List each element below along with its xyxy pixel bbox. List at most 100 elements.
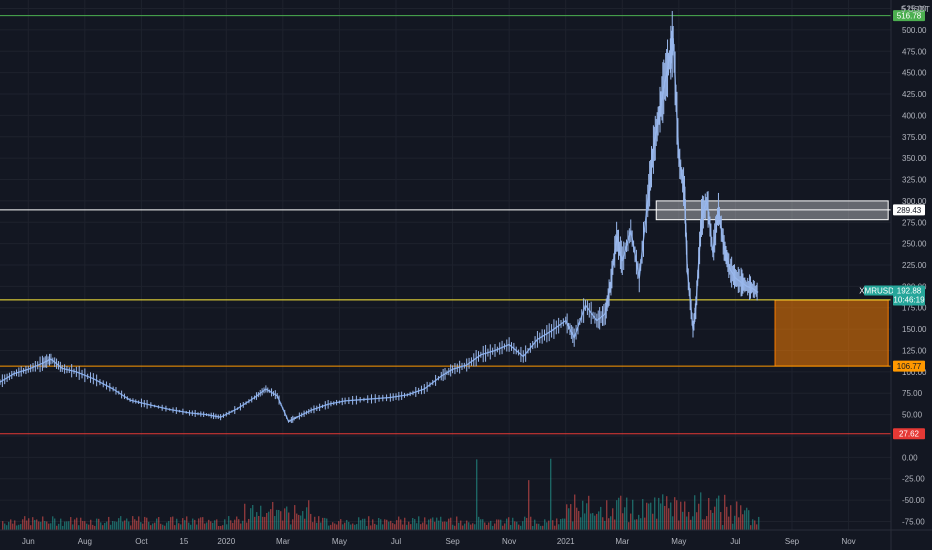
x-tick-label: 2020: [217, 537, 235, 546]
volume-bar: [390, 520, 392, 530]
volume-bar: [204, 523, 206, 530]
volume-bar: [412, 517, 414, 530]
volume-bar: [220, 525, 222, 530]
support-bottom-label-bg: [893, 428, 925, 440]
volume-bar: [538, 523, 540, 530]
volume-bar: [30, 525, 32, 530]
volume-bar: [120, 516, 122, 530]
volume-bar: [72, 524, 74, 530]
volume-bar: [414, 519, 416, 530]
volume-bar: [734, 515, 736, 530]
volume-bar: [138, 516, 140, 530]
volume-bar: [284, 508, 286, 530]
volume-bar: [94, 525, 96, 530]
volume-bar: [100, 522, 102, 530]
volume-bar: [226, 524, 228, 530]
volume-bar: [334, 523, 336, 530]
volume-bar: [564, 518, 566, 530]
x-tick-label: Nov: [502, 537, 516, 546]
resistance-top-label: 516.78: [897, 12, 922, 21]
volume-bar: [198, 518, 200, 530]
volume-bar: [228, 516, 230, 530]
volume-bar: [350, 524, 352, 530]
volume-bar: [48, 523, 50, 530]
volume-bar: [130, 525, 132, 530]
y-tick-label: 375.00: [902, 133, 927, 142]
x-tick-label: Jul: [730, 537, 740, 546]
volume-bar: [320, 522, 322, 530]
volume-bar: [176, 518, 178, 530]
volume-bar: [494, 523, 496, 530]
x-tick-label: Nov: [841, 537, 855, 546]
volume-bar: [382, 524, 384, 530]
y-tick-label: 425.00: [902, 90, 927, 99]
volume-bar: [436, 517, 438, 530]
volume-bar: [222, 525, 224, 530]
volume-bar: [496, 519, 498, 530]
y-tick-label: 500.00: [902, 26, 927, 35]
x-tick-label: May: [332, 537, 347, 546]
volume-bar: [190, 524, 192, 530]
volume-bar: [200, 517, 202, 530]
volume-bar: [188, 522, 190, 530]
countdown-label: 10:46:19: [893, 295, 925, 304]
volume-bar: [740, 505, 742, 530]
volume-bar: [116, 521, 118, 530]
volume-bar: [304, 518, 306, 530]
volume-bar: [658, 497, 660, 530]
volume-bar: [214, 520, 216, 530]
volume-bar: [402, 524, 404, 530]
volume-bar: [212, 522, 214, 530]
volume-bar: [330, 524, 332, 530]
volume-bar: [612, 508, 614, 530]
volume-bar: [420, 524, 422, 530]
volume-bar: [34, 519, 36, 530]
volume-bar: [98, 518, 100, 530]
volume-bar: [298, 514, 300, 530]
symbol-tag: XMRUSDT: [859, 286, 899, 295]
volume-bar: [202, 517, 204, 530]
volume-bar: [604, 520, 606, 530]
volume-bar: [490, 520, 492, 530]
y-tick-label: 75.00: [902, 389, 923, 398]
volume-bar: [302, 511, 304, 530]
volume-bar: [134, 519, 136, 530]
volume-bar: [556, 518, 558, 530]
volume-bar: [624, 507, 626, 530]
volume-bar: [716, 498, 718, 530]
volume-bar: [724, 494, 726, 530]
volume-bar: [442, 521, 444, 530]
volume-bar: [746, 507, 748, 530]
volume-bar: [388, 521, 390, 530]
volume-bar: [550, 458, 552, 530]
x-tick-label: May: [671, 537, 686, 546]
volume-bar: [432, 517, 434, 530]
volume-bar: [630, 513, 632, 530]
y-tick-label: 300.00: [902, 197, 927, 206]
volume-bar: [638, 514, 640, 530]
volume-bar: [374, 523, 376, 530]
volume-bar: [44, 521, 46, 530]
y-tick-label: -50.00: [902, 496, 925, 505]
volume-bar: [516, 521, 518, 530]
volume-bar: [628, 522, 630, 530]
volume-bar: [90, 519, 92, 530]
volume-bar: [216, 519, 218, 530]
volume-bar: [268, 511, 270, 530]
volume-bar: [172, 516, 174, 530]
volume-bar: [584, 513, 586, 530]
volume-bar: [110, 524, 112, 530]
volume-bar: [482, 519, 484, 530]
volume-bar: [62, 525, 64, 530]
volume-bar: [384, 519, 386, 530]
y-axis-panel[interactable]: [891, 0, 932, 550]
volume-bar: [308, 500, 310, 530]
volume-bar: [666, 496, 668, 530]
volume-bar: [380, 519, 382, 530]
volume-bar: [174, 525, 176, 530]
volume-bar: [672, 516, 674, 530]
volume-bar: [532, 525, 534, 530]
volume-bar: [576, 507, 578, 530]
volume-bar: [660, 503, 662, 530]
